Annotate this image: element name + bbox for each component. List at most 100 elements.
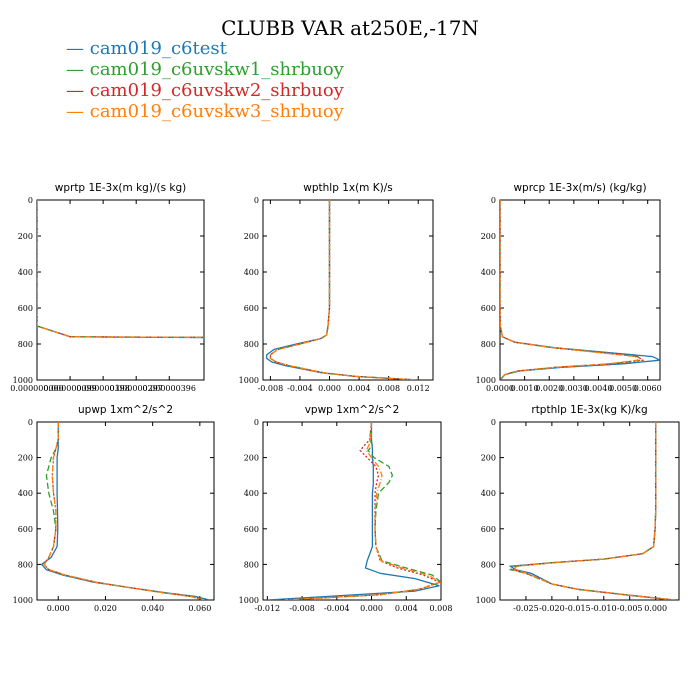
legend-line-3: — [66,80,90,101]
legend-item-3: — cam019_c6uvskw2_shrbuoy [66,80,344,101]
series-line-2 [269,200,419,380]
y-tick-label: 600 [18,525,33,534]
x-tick-label: 0.0020 [535,384,563,393]
panel-title: rtpthlp 1E-3x(kg K)/kg [531,404,647,416]
y-tick-label: 600 [244,304,259,313]
figure-title: CLUBB VAR at250E,-17N [221,16,479,40]
x-tick-label: 0.000 [644,604,667,613]
y-tick-label: 800 [481,340,496,349]
y-tick-label: 400 [18,268,33,277]
x-tick-label: 0.004 [395,604,418,613]
plot-frame [262,199,434,381]
y-tick-label: 600 [244,525,259,534]
x-tick-label: 0.0040 [584,384,612,393]
y-tick-label: 400 [244,268,259,277]
x-tick-label: -0.005 [617,604,643,613]
y-tick-label: 200 [244,454,259,463]
x-tick-label: 0.000000198 [76,384,129,393]
x-tick-label: 0.0010 [511,384,539,393]
panel-5: vpwp 1xm^2/s^2 0 200 400 600 800 1000-0.012 -0.… [239,404,453,613]
series-line-4 [284,422,441,600]
series-line-4 [513,422,674,600]
x-tick-label: 0.0000 [486,384,514,393]
legend-label-2: cam019_c6uvskw1_shrbuoy [89,59,344,80]
panel-1: wprtp 1E-3x(m kg)/(s kg) 0 200 400 600 800 100… [10,182,205,393]
x-tick-label: -0.008 [289,604,315,613]
panel-title: wprtp 1E-3x(m kg)/(s kg) [55,182,186,194]
y-tick-label: 200 [18,232,33,241]
x-tick-label: 0.060 [188,604,211,613]
x-tick-label: -0.012 [255,604,281,613]
x-tick-label: 0.008 [430,604,453,613]
plot-frame [36,421,215,601]
legend-line-2: — [66,59,90,80]
y-tick-label: 400 [244,489,259,498]
panel-2: wpthlp 1x(m K)/s 0 200 400 600 800 1000-0.008-… [239,182,434,393]
y-tick-label: 200 [244,232,259,241]
y-tick-label: 1000 [476,376,496,385]
series-line-4 [43,422,205,600]
panel-6: rtpthlp 1E-3x(kg K)/kg 0 200 400 600 800 1000 -… [476,404,680,613]
y-tick-label: 400 [18,489,33,498]
x-tick-label: -0.020 [539,604,565,613]
x-tick-label: 0.000 [318,384,341,393]
y-tick-label: 400 [481,489,496,498]
y-tick-label: 200 [18,454,33,463]
x-tick-label: 0.000000297 [109,384,162,393]
series-line-4 [500,200,639,380]
y-tick-label: 0 [28,418,33,427]
y-tick-label: 800 [18,340,33,349]
x-tick-label: 0.0060 [634,384,662,393]
x-tick-label: 0.004 [348,384,371,393]
x-tick-label: 0.000 [47,604,70,613]
x-tick-label: -0.015 [565,604,591,613]
series-line-1 [267,422,440,600]
legend-label-4: cam019_c6uvskw3_shrbuoy [89,101,344,122]
panel-title: upwp 1xm^2/s^2 [78,404,173,416]
series-line-1 [508,422,674,600]
x-tick-label: -0.025 [513,604,539,613]
x-tick-label: -0.010 [591,604,617,613]
legend: — cam019_c6test — cam019_c6uvskw1_shrbuo… [66,38,344,122]
y-tick-label: 600 [18,304,33,313]
panel-title: wprcp 1E-3x(m/s) (kg/kg) [513,182,646,194]
y-tick-label: 800 [18,560,33,569]
x-tick-label: -0.008 [258,384,284,393]
plot-frame [36,199,205,381]
x-tick-label: 0.008 [377,384,400,393]
x-tick-label: 0.0050 [609,384,637,393]
x-tick-label: 0.000000099 [43,384,96,393]
plot-frame [499,421,680,601]
series-line-4 [269,200,419,380]
y-tick-label: 0 [254,196,259,205]
y-tick-label: 800 [244,340,259,349]
y-tick-label: 0 [28,196,33,205]
panel-4: upwp 1xm^2/s^2 0 200 400 600 800 1000 0.000 0.02… [13,404,215,613]
series-line-2 [284,422,441,600]
x-tick-label: -0.004 [287,384,313,393]
y-tick-label: 1000 [13,376,33,385]
y-tick-label: 0 [491,196,496,205]
x-tick-label: -0.004 [324,604,350,613]
y-tick-label: 400 [481,268,496,277]
series-line-3 [284,422,441,600]
legend-item-4: — cam019_c6uvskw3_shrbuoy [66,101,344,122]
y-tick-label: 0 [491,418,496,427]
x-tick-label: 0.040 [141,604,164,613]
y-tick-label: 1000 [239,376,259,385]
x-tick-label: 0.000000396 [143,384,196,393]
legend-item-2: — cam019_c6uvskw1_shrbuoy [66,59,344,80]
panel-3: wprcp 1E-3x(m/s) (kg/kg) 0 200 400 600 800 100… [476,182,662,393]
y-tick-label: 0 [254,418,259,427]
series-line-3 [511,422,674,600]
y-tick-label: 1000 [13,596,33,605]
y-tick-label: 800 [244,560,259,569]
legend-label-3: cam019_c6uvskw2_shrbuoy [89,80,344,101]
legend-label-1: cam019_c6test [89,38,227,59]
x-tick-label: 0.020 [94,604,117,613]
series-line-2 [43,422,205,600]
series-line-1 [266,200,419,380]
x-tick-label: 0.000000000 [10,384,63,393]
y-tick-label: 1000 [476,596,496,605]
